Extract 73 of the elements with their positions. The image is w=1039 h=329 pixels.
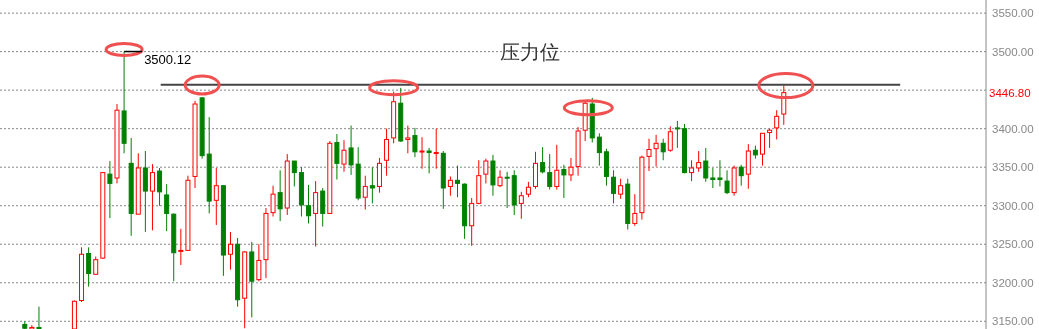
candlestick bbox=[405, 125, 411, 154]
candlestick bbox=[419, 136, 425, 170]
candlestick bbox=[618, 178, 624, 200]
candlestick bbox=[632, 193, 638, 227]
candlestick bbox=[348, 125, 354, 176]
candlestick bbox=[164, 183, 170, 232]
text: 3446.80 bbox=[989, 86, 1031, 99]
ref-line-label: 压力位 bbox=[500, 40, 561, 63]
candlestick bbox=[213, 167, 219, 226]
candlestick bbox=[674, 120, 680, 149]
candlestick bbox=[767, 128, 773, 149]
candlestick bbox=[660, 138, 666, 161]
candlestick bbox=[454, 165, 460, 198]
candlestick bbox=[306, 184, 312, 224]
candlestick bbox=[412, 127, 418, 158]
candlestick bbox=[426, 147, 432, 174]
y-tick-label: 3250.00 bbox=[992, 238, 1034, 251]
candlestick bbox=[320, 187, 326, 228]
y-tick-label: 3150.00 bbox=[992, 315, 1034, 328]
candlestick bbox=[533, 151, 539, 190]
candlestick bbox=[86, 246, 92, 288]
candlestick bbox=[745, 143, 751, 190]
candlestick bbox=[504, 171, 510, 209]
candlestick bbox=[256, 243, 262, 282]
candlestick bbox=[433, 128, 439, 170]
candlestick bbox=[774, 109, 780, 140]
candlestick bbox=[760, 132, 766, 167]
candlestick bbox=[497, 169, 503, 188]
candlestick bbox=[334, 133, 340, 181]
candlestick bbox=[270, 185, 276, 218]
candlestick bbox=[341, 139, 347, 173]
y-tick-label: 3400.00 bbox=[992, 122, 1034, 135]
y-tick-label: 3500.00 bbox=[992, 45, 1034, 58]
candlestick bbox=[227, 231, 233, 271]
y-tick-label: 3550.00 bbox=[992, 7, 1034, 20]
candlestick bbox=[689, 159, 695, 182]
candlestick bbox=[291, 160, 297, 187]
candlestick bbox=[724, 169, 730, 195]
candlestick bbox=[696, 150, 702, 173]
annotation: 3500.12 bbox=[144, 51, 192, 67]
candlestick bbox=[369, 166, 375, 204]
candlestick bbox=[313, 180, 319, 248]
candlestick bbox=[540, 146, 546, 174]
candlestick bbox=[738, 164, 744, 187]
candlestick bbox=[518, 191, 524, 220]
candlestick bbox=[157, 167, 163, 207]
candlestick bbox=[561, 164, 567, 199]
candlestick bbox=[29, 324, 35, 329]
candlestick bbox=[384, 128, 390, 177]
candlestick bbox=[596, 132, 602, 167]
candlestick bbox=[107, 160, 113, 219]
candlestick bbox=[547, 153, 553, 191]
candlestick bbox=[667, 125, 673, 153]
candlestick bbox=[568, 157, 574, 182]
candlestick bbox=[469, 197, 475, 247]
candlestick bbox=[554, 144, 560, 191]
candlestick bbox=[178, 228, 184, 266]
candlestick bbox=[490, 154, 496, 197]
candlestick bbox=[646, 138, 652, 172]
candlestick bbox=[277, 169, 283, 222]
candlestick bbox=[611, 169, 617, 204]
candlestick bbox=[703, 147, 709, 183]
candlestick bbox=[362, 175, 368, 211]
y-tick-label: 3350.00 bbox=[992, 161, 1034, 174]
y-tick-label: 3200.00 bbox=[992, 276, 1034, 289]
candlestick bbox=[447, 175, 453, 197]
y-tick-label: 3300.00 bbox=[992, 199, 1034, 212]
candlestick bbox=[149, 163, 155, 231]
candlestick bbox=[376, 157, 382, 194]
candlestick bbox=[142, 150, 148, 233]
candlestick bbox=[36, 306, 42, 329]
candlestick bbox=[653, 134, 659, 167]
candlestick bbox=[483, 158, 489, 184]
